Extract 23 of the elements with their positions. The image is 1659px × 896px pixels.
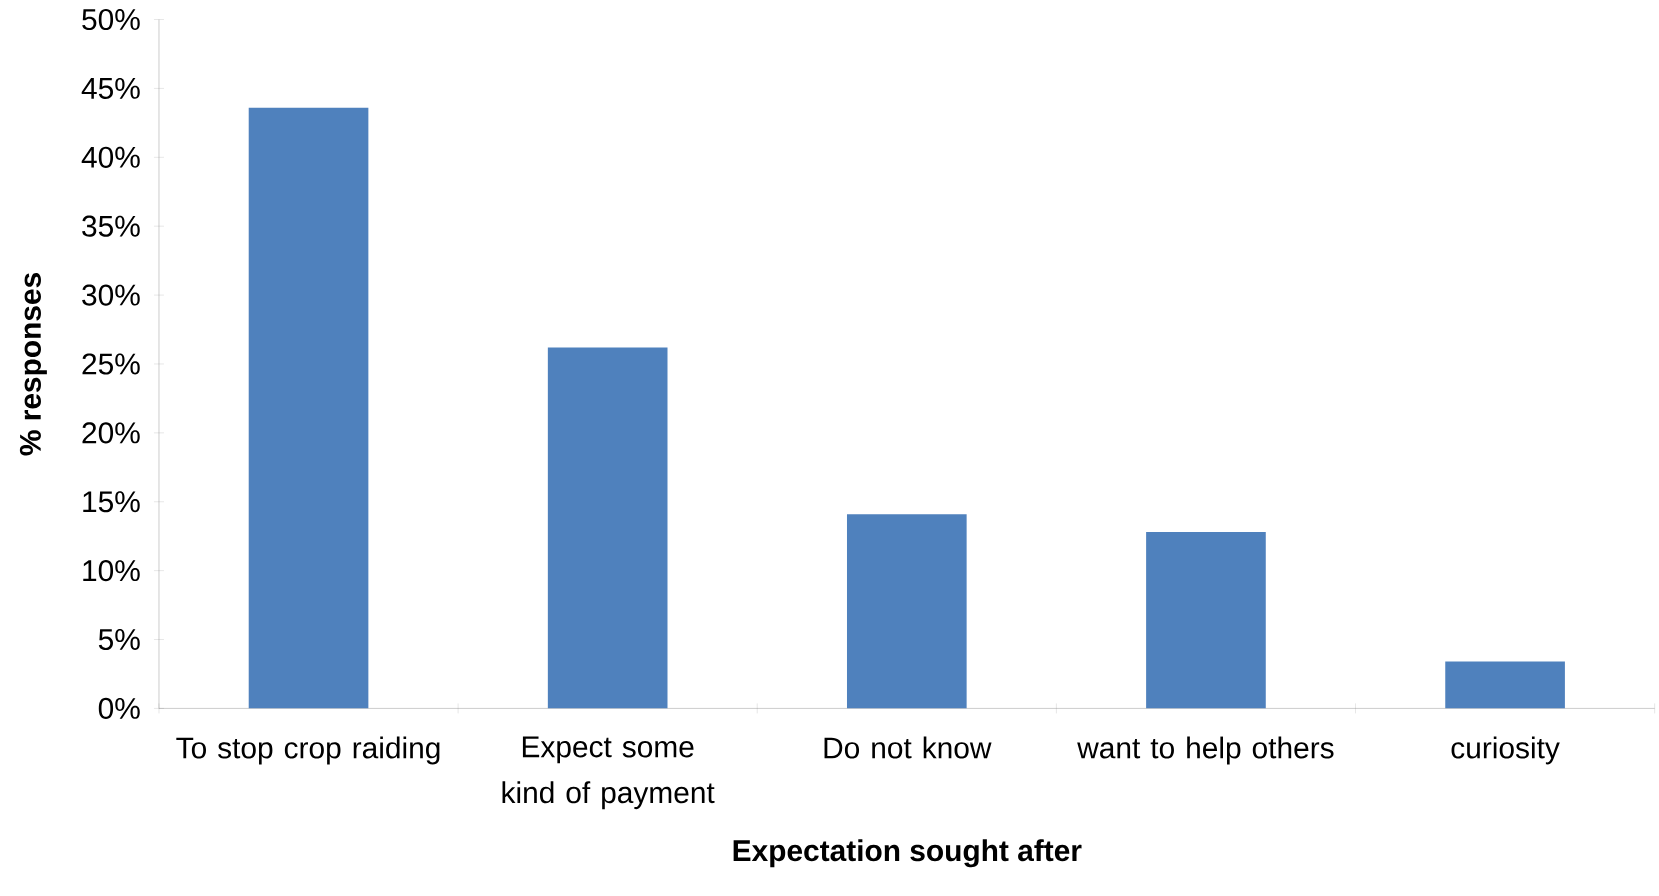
x-tick-label: curiosity (1451, 736, 1560, 765)
x-tick-label: To stop crop raiding (176, 736, 440, 765)
y-tick-label: 25% (82, 353, 140, 375)
bar (547, 347, 668, 709)
bar (846, 513, 967, 709)
y-tick-label: 10% (83, 559, 140, 582)
x-axis-title: Expectation sought after (733, 839, 1082, 868)
bar (1146, 531, 1266, 709)
y-tick-label: 40% (81, 146, 140, 168)
y-tick-label: 35% (82, 215, 140, 237)
y-tick-label: 30% (82, 284, 140, 306)
y-tick-label: 0% (98, 697, 140, 719)
x-tick-label: Expect some kind of payment (502, 736, 715, 809)
y-tick-label: 45% (81, 77, 140, 99)
y-tick-label: 50% (82, 8, 140, 30)
y-tick-label: 15% (83, 491, 140, 513)
y-tick-label: 20% (82, 422, 140, 444)
y-tick-label: 5% (98, 628, 140, 650)
x-tick-label: want to help others (1077, 736, 1334, 765)
x-tick-label: Do not know (824, 736, 992, 759)
bar (1445, 661, 1565, 709)
y-axis-title: % responses (19, 272, 47, 456)
bar (248, 107, 369, 709)
